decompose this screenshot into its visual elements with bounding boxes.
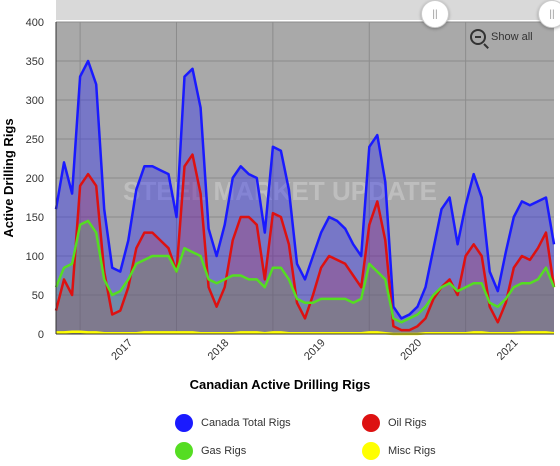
legend-item-oil[interactable]: Oil Rigs	[362, 414, 427, 432]
y-tick-label: 250	[26, 134, 44, 146]
x-tick-label: 2019	[302, 337, 328, 363]
y-axis-title: Active Drilling Rigs	[1, 118, 16, 237]
y-tick-label: 300	[26, 95, 44, 107]
series-line-1	[54, 153, 556, 332]
range-handle-left[interactable]: ||	[421, 0, 449, 28]
legend-item-misc[interactable]: Misc Rigs	[362, 442, 436, 460]
show-all-label: Show all	[491, 31, 533, 43]
legend-swatch-total	[175, 414, 193, 432]
legend-label-oil: Oil Rigs	[388, 417, 427, 429]
legend-label-misc: Misc Rigs	[388, 445, 436, 457]
x-tick-label: 2020	[398, 337, 424, 363]
show-all-button[interactable]: Show all	[470, 29, 533, 45]
series-area-1	[56, 154, 554, 334]
x-tick-label: 2017	[109, 337, 135, 363]
legend-item-total[interactable]: Canada Total Rigs	[175, 414, 291, 432]
legend-swatch-misc	[362, 442, 380, 460]
legend-label-gas: Gas Rigs	[201, 445, 247, 457]
series-line-3	[56, 330, 555, 336]
series-line-0	[54, 59, 556, 320]
legend-swatch-oil	[362, 414, 380, 432]
y-tick-label: 400	[26, 17, 44, 29]
series-area-0	[56, 61, 554, 334]
y-tick-label: 350	[26, 56, 44, 68]
y-tick-label: 200	[26, 173, 44, 185]
y-tick-label: 50	[32, 290, 44, 302]
legend-swatch-gas	[175, 442, 193, 460]
range-handle-right[interactable]: ||	[538, 0, 560, 28]
series-line-2	[54, 219, 556, 324]
x-tick-label: 2021	[495, 337, 521, 363]
x-tick-label: 2018	[206, 337, 232, 363]
range-navigator	[56, 0, 554, 20]
x-axis-title: Canadian Active Drilling Rigs	[189, 377, 371, 392]
y-tick-label: 150	[26, 212, 44, 224]
legend-label-total: Canada Total Rigs	[201, 417, 291, 429]
y-tick-label: 100	[26, 251, 44, 263]
zoom-out-icon	[470, 29, 486, 45]
y-tick-label: 0	[38, 329, 44, 341]
legend-item-gas[interactable]: Gas Rigs	[175, 442, 246, 460]
